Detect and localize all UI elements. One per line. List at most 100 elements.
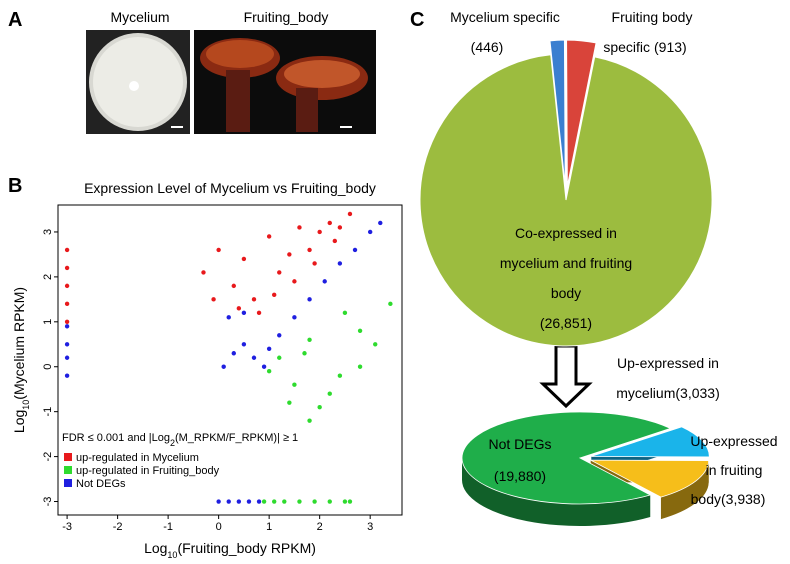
slice-label-part: specific — [603, 39, 650, 55]
point — [231, 351, 236, 356]
y-axis-label-part: (Mycelium RPKM) — [11, 287, 27, 400]
slice-label: mycelium and fruiting — [500, 255, 632, 271]
slice-label-part: Up-expressed — [690, 433, 777, 449]
point — [388, 301, 393, 307]
pie-side — [462, 458, 651, 526]
point — [307, 337, 312, 342]
value-label: (3,938) — [721, 491, 765, 507]
pie-slice — [566, 39, 597, 187]
x-tick-label: 2 — [317, 521, 323, 533]
pie-slice — [549, 39, 566, 187]
point — [277, 333, 282, 338]
slice-label: mycelium(3,033) — [616, 385, 719, 401]
slice-label: Co-expressed in — [515, 225, 617, 241]
point — [261, 499, 267, 504]
point — [221, 364, 226, 369]
point — [226, 499, 231, 504]
slice-label-part: Co-expressed in — [515, 225, 617, 241]
point — [287, 400, 292, 405]
pie-slice — [591, 426, 710, 458]
point — [64, 342, 70, 347]
panel-letter: B — [8, 175, 22, 197]
slice-label: Up-expressed — [690, 433, 777, 449]
annotation-part: (M_RPKM/F_RPKM)| ≥ 1 — [175, 432, 298, 444]
point — [64, 373, 70, 378]
value-label: (19,880) — [494, 468, 546, 484]
point — [236, 306, 242, 311]
y-tick-label: 2 — [42, 274, 54, 280]
point — [216, 247, 221, 253]
point — [236, 499, 242, 504]
x-tick-label: -3 — [62, 521, 72, 533]
slice-label: in fruiting — [706, 462, 763, 478]
point — [292, 382, 297, 387]
point — [64, 265, 70, 271]
y-tick-label: -2 — [42, 452, 54, 462]
point — [337, 373, 343, 378]
pie-slice — [419, 54, 713, 347]
x-axis-label: Log10(Fruiting_body RPKM) — [144, 540, 316, 560]
slice-label-part: Mycelium specific — [450, 9, 560, 25]
y-axis-label-part: 10 — [21, 400, 31, 410]
slice-label-part: in fruiting — [706, 462, 763, 478]
slice-label-part: mycelium and fruiting — [500, 255, 632, 271]
point — [251, 355, 257, 360]
point — [342, 499, 348, 504]
point — [266, 369, 272, 374]
pie-slice — [461, 411, 672, 505]
panel-letter: A — [8, 9, 22, 31]
value-label: (3,033) — [675, 385, 719, 401]
point — [327, 391, 332, 396]
point — [307, 297, 312, 302]
slice-label-part: mycelium — [616, 385, 675, 401]
legend-swatch — [64, 453, 72, 461]
pie-side — [660, 460, 709, 520]
point — [312, 261, 317, 266]
point — [277, 355, 282, 360]
slice-label: body — [551, 285, 581, 301]
y-axis-label-part: Log — [11, 410, 27, 433]
annotation-part: 2 — [170, 438, 175, 448]
x-tick-label: 3 — [367, 521, 373, 533]
point — [246, 499, 252, 504]
point — [64, 283, 70, 289]
point — [367, 229, 373, 235]
slice-label: Up-expressed in — [617, 355, 719, 371]
point — [337, 261, 343, 266]
legend-label: up-regulated in Mycelium — [76, 452, 199, 464]
point — [231, 283, 236, 289]
point — [292, 279, 297, 284]
point — [64, 301, 70, 307]
slice-label-part: body — [691, 491, 721, 507]
point — [327, 499, 332, 504]
point — [357, 364, 363, 369]
point — [347, 499, 353, 504]
point — [251, 297, 257, 302]
slice-label-part: Fruiting body — [612, 9, 693, 25]
point — [312, 499, 317, 504]
point — [64, 319, 70, 325]
x-tick-label: 0 — [216, 521, 222, 533]
point — [347, 211, 353, 217]
point — [373, 342, 378, 347]
x-tick-label: -1 — [163, 521, 173, 533]
y-tick-label: -3 — [42, 497, 54, 507]
slice-label: body(3,938) — [691, 491, 766, 507]
x-tick-label: -2 — [113, 521, 123, 533]
slice-label-part: Up-expressed in — [617, 355, 719, 371]
photo-fruiting-body — [194, 30, 376, 134]
x-axis-label-part: 10 — [167, 550, 177, 560]
photo-label: Fruiting_body — [244, 9, 329, 25]
point — [352, 247, 358, 253]
slice-label-part: Not DEGs — [488, 436, 551, 452]
point — [201, 270, 206, 275]
point — [226, 315, 231, 320]
value-label: (446) — [471, 39, 504, 55]
x-axis-label-part: Log — [144, 540, 167, 556]
y-tick-label: 1 — [42, 319, 54, 325]
annotation-part: FDR ≤ 0.001 and |Log — [62, 432, 170, 444]
point — [64, 324, 70, 329]
point — [271, 292, 277, 298]
point — [282, 499, 287, 504]
slice-label: Not DEGs — [488, 436, 551, 452]
